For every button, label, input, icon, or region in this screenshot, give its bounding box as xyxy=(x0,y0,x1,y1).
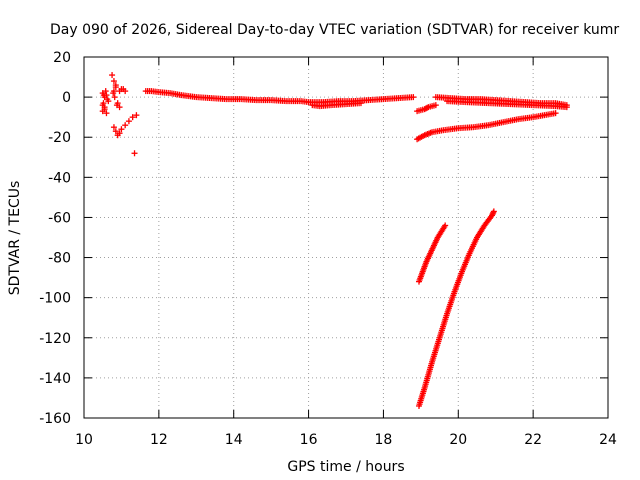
data-points xyxy=(99,72,570,409)
x-tick-label: 16 xyxy=(300,432,318,448)
x-tick-label: 24 xyxy=(599,432,617,448)
x-tick-label: 10 xyxy=(75,432,93,448)
x-axis-label: GPS time / hours xyxy=(287,459,404,475)
data-point xyxy=(112,128,119,135)
x-tick-label: 18 xyxy=(375,432,393,448)
y-tick-label: -140 xyxy=(39,371,71,387)
y-axis-label: SDTVAR / TECUs xyxy=(7,181,23,296)
y-tick-label: -160 xyxy=(39,411,71,427)
data-point xyxy=(563,104,570,111)
y-tick-label: 0 xyxy=(62,90,71,106)
data-point xyxy=(116,130,123,137)
data-point xyxy=(410,94,417,101)
y-tick-label: -80 xyxy=(48,251,71,267)
data-point xyxy=(552,110,559,117)
data-point xyxy=(110,124,117,131)
data-point xyxy=(133,112,140,119)
data-point xyxy=(113,102,120,109)
data-point xyxy=(112,82,119,89)
data-point xyxy=(424,104,431,111)
data-point xyxy=(131,150,138,157)
y-tick-label: -60 xyxy=(48,210,71,226)
data-point xyxy=(110,88,117,95)
data-point xyxy=(99,102,106,109)
data-point xyxy=(105,98,112,105)
data-point xyxy=(432,102,439,109)
y-tick-label: -40 xyxy=(48,170,71,186)
data-point xyxy=(103,110,110,117)
data-point xyxy=(111,94,118,101)
plot-frame xyxy=(83,56,609,419)
grid xyxy=(84,57,608,418)
y-tick-label: -20 xyxy=(48,130,71,146)
data-point xyxy=(122,122,129,129)
data-point xyxy=(100,92,107,99)
data-point xyxy=(442,222,449,229)
chart-title: Day 090 of 2026, Sidereal Day-to-day VTE… xyxy=(50,22,619,38)
data-point xyxy=(118,126,125,133)
data-point xyxy=(490,208,497,215)
data-point xyxy=(102,88,109,95)
y-tick-label: 20 xyxy=(53,50,71,66)
data-point xyxy=(101,106,108,113)
x-tick-label: 22 xyxy=(524,432,542,448)
data-point xyxy=(110,78,117,85)
ticks xyxy=(83,56,609,419)
data-point xyxy=(357,100,364,107)
data-point xyxy=(125,118,132,125)
x-tick-label: 12 xyxy=(150,432,168,448)
data-point xyxy=(129,114,136,121)
x-tick-label: 14 xyxy=(225,432,243,448)
data-point xyxy=(122,88,129,95)
y-tick-label: -100 xyxy=(39,291,71,307)
tick-labels: 10 12 14 16 18 20 22 24 20 0 -20 -40 -60 -80 -100 -120 -… xyxy=(39,50,617,448)
data-point xyxy=(109,72,116,79)
x-tick-label: 20 xyxy=(449,432,467,448)
y-tick-label: -120 xyxy=(39,331,71,347)
